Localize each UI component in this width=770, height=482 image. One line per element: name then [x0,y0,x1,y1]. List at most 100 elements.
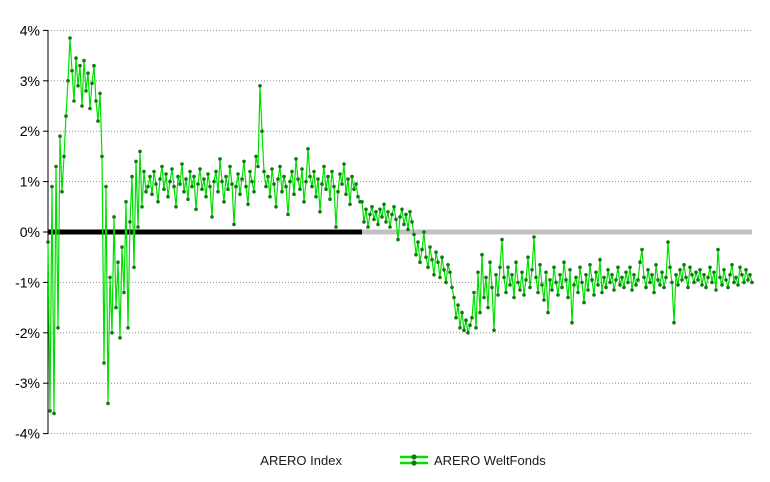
data-point-marker [228,164,232,169]
data-point-marker [574,275,578,280]
data-point-marker [320,182,324,186]
legend-item-arero-index: ARERO Index [224,453,342,468]
data-point-marker [744,268,748,272]
data-point-marker [302,200,306,204]
data-point-marker [430,257,434,262]
y-axis-tick-label: -1% [15,274,40,290]
data-point-marker [456,303,460,307]
data-point-marker [240,177,244,181]
data-point-marker [238,192,242,196]
data-point-marker [596,283,600,287]
data-point-marker [674,273,678,277]
data-point-marker [216,189,220,194]
data-point-marker [484,275,488,280]
data-point-marker [224,174,228,179]
data-point-marker [410,220,414,224]
data-point-marker [496,293,500,297]
data-point-marker [388,225,392,229]
data-point-marker [126,326,130,330]
data-point-marker [56,326,60,330]
data-point-marker [748,273,752,277]
data-point-marker [182,189,186,194]
data-point-marker [386,210,390,214]
data-point-marker [576,290,580,295]
data-point-marker [604,285,608,290]
y-axis-tick-label: 2% [20,123,40,139]
data-point-marker [490,285,494,290]
data-point-marker [294,157,298,161]
data-point-marker [524,278,528,282]
data-point-marker [86,71,90,75]
data-point-marker [558,273,562,277]
data-point-marker [644,285,648,290]
data-point-marker [466,331,470,335]
data-point-marker [640,247,644,252]
data-point-marker [472,290,476,295]
data-point-marker [448,270,452,275]
data-point-marker [266,174,270,179]
data-point-marker [554,280,558,285]
data-point-marker [202,177,206,181]
data-point-marker [336,189,340,194]
data-point-marker [292,192,296,196]
data-point-marker [602,275,606,280]
arero-weltfonds-markers [46,36,754,416]
data-point-marker [638,260,642,265]
data-point-marker [154,182,158,186]
data-point-marker [338,172,342,176]
data-point-marker [352,187,356,191]
data-point-marker [168,179,172,184]
data-point-marker [52,411,56,416]
data-point-marker [414,252,418,257]
data-point-marker [112,215,116,219]
data-point-marker [314,194,318,199]
data-point-marker [272,182,276,186]
data-point-marker [444,280,448,285]
data-point-marker [244,184,248,189]
data-point-marker [222,200,226,204]
data-point-marker [668,265,672,270]
data-point-marker [682,263,686,267]
data-point-marker [420,247,424,252]
data-point-marker [696,278,700,282]
chart-legend: ARERO Index ARERO WeltFonds [0,448,770,472]
data-point-marker [622,285,626,290]
data-point-marker [214,169,218,174]
data-point-marker [568,268,572,272]
data-point-marker [452,295,456,300]
data-point-marker [114,305,118,310]
data-point-marker [550,288,554,292]
data-point-marker [468,323,472,328]
data-point-marker [254,154,258,159]
data-point-marker [536,290,540,295]
data-point-marker [256,164,260,169]
data-point-marker [198,167,202,171]
data-point-marker [130,174,134,179]
data-point-marker [548,278,552,282]
data-point-marker [382,202,386,207]
data-point-marker [530,268,534,272]
data-point-marker [48,409,52,413]
data-point-marker [424,255,428,259]
data-point-marker [728,273,732,277]
data-point-marker [684,275,688,280]
data-point-marker [156,200,160,204]
data-point-marker [512,295,516,300]
data-point-marker [290,169,294,174]
y-axis-tick-label: -3% [15,375,40,391]
data-point-marker [422,230,426,234]
data-point-marker [174,205,178,209]
data-point-marker [204,194,208,199]
data-point-marker [582,300,586,305]
legend-item-arero-weltfonds: ARERO WeltFonds [399,452,546,468]
data-point-marker [538,263,542,267]
data-point-marker [500,237,504,242]
data-point-marker [134,159,138,164]
data-point-marker [750,280,754,285]
data-point-marker [274,205,278,209]
y-axis-tick-label: 1% [20,174,40,190]
legend-label-arero-weltfonds: ARERO WeltFonds [433,452,546,468]
data-point-marker [188,169,192,174]
data-point-marker [614,278,618,282]
data-point-marker [136,225,140,229]
